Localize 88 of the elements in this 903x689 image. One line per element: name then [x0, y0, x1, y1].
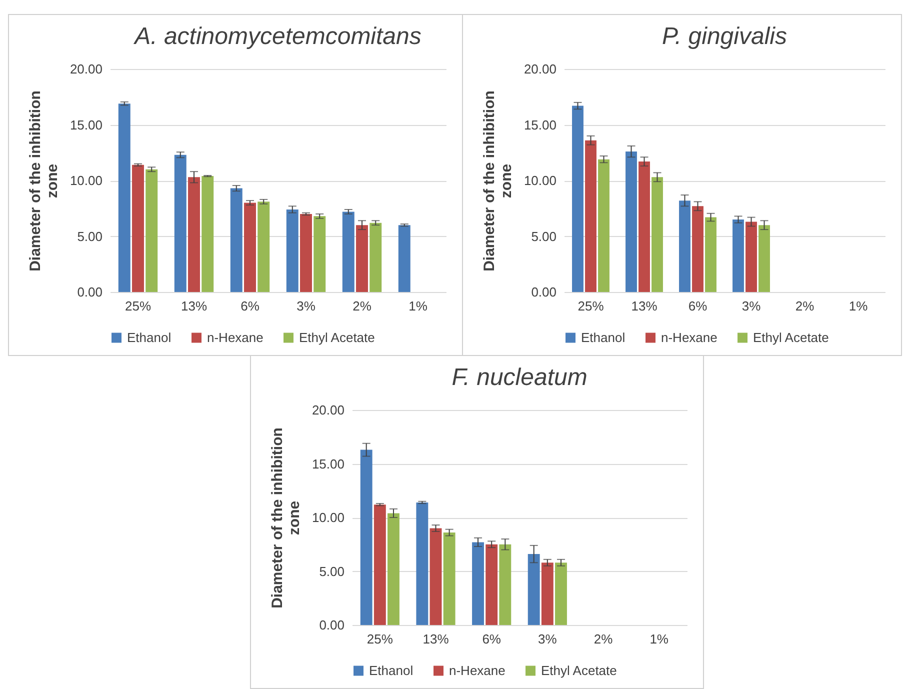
x-tick-label: 3%: [296, 298, 316, 314]
y-tick-label: 0.00: [319, 618, 344, 632]
bar: [705, 217, 716, 292]
bar: [132, 164, 144, 292]
bar: [652, 177, 663, 292]
x-tick-label: 1%: [408, 298, 428, 314]
x-tick-label: 2%: [352, 298, 372, 314]
bar: [174, 154, 186, 292]
y-tick-label: 20.00: [524, 62, 556, 76]
bar: [118, 104, 130, 292]
legend-label: n-Hexane: [207, 330, 264, 345]
x-tick-label: 6%: [688, 298, 708, 314]
x-tick-label: 6%: [482, 632, 502, 646]
bar: [499, 544, 512, 625]
bar: [146, 169, 158, 292]
bar: [300, 214, 312, 292]
y-tick-label: 15.00: [524, 117, 556, 132]
y-tick-label: 10.00: [312, 510, 344, 525]
bar: [416, 502, 428, 625]
y-tick-label: 10.00: [524, 173, 556, 188]
bar: [374, 504, 386, 625]
x-tick-label: 3%: [742, 298, 762, 314]
bar: [572, 106, 584, 292]
bar: [598, 159, 610, 292]
y-tick-label: 15.00: [70, 117, 102, 132]
bar: [486, 544, 498, 625]
y-tick-label: 20.00: [70, 62, 102, 76]
legend-label: n-Hexane: [661, 330, 718, 345]
y-tick-label: 20.00: [312, 402, 344, 418]
bar: [356, 225, 368, 292]
bar: [638, 162, 650, 292]
bar: [443, 532, 456, 625]
bar: [188, 177, 200, 292]
x-tick-label: 1%: [650, 632, 669, 646]
bar: [314, 216, 326, 292]
bar: [230, 188, 242, 292]
legend-label: Ethyl Acetate: [753, 330, 829, 345]
chart-title: F. nucleatum: [452, 364, 588, 391]
x-tick-label: 25%: [366, 632, 394, 646]
legend-label: Ethyl Acetate: [299, 330, 375, 345]
bar: [626, 152, 637, 292]
legend-label: Ethanol: [369, 662, 414, 678]
x-tick-label: 13%: [180, 298, 208, 314]
bar: [555, 562, 567, 625]
y-tick-label: 5.00: [531, 228, 556, 244]
y-axis-title: Diameter of the inhibition zone: [268, 428, 303, 608]
chart-title: A. actinomycetemcomitans: [132, 23, 422, 50]
bar: [541, 562, 554, 625]
bar: [758, 225, 770, 292]
y-tick-label: 0.00: [77, 284, 102, 300]
x-tick-label: 2%: [594, 632, 614, 646]
x-tick-label: 13%: [631, 298, 658, 314]
x-tick-label: 13%: [422, 632, 450, 646]
bar: [472, 542, 484, 625]
y-tick-label: 10.00: [70, 173, 102, 188]
bar: [746, 222, 757, 292]
y-tick-label: 5.00: [77, 228, 102, 244]
bar: [528, 554, 540, 625]
x-tick-label: 3%: [538, 632, 558, 646]
bar: [732, 220, 744, 292]
legend-label: Ethanol: [581, 330, 626, 345]
bar: [342, 212, 354, 292]
chart-title: P. gingivalis: [662, 23, 787, 50]
y-tick-label: 5.00: [319, 564, 344, 579]
x-tick-label: 6%: [240, 298, 260, 314]
bar: [679, 200, 690, 292]
legend-label: Ethanol: [127, 330, 172, 345]
bar: [370, 222, 382, 292]
bar: [692, 206, 704, 292]
y-axis-title: Diameter of the inhibition zone: [480, 90, 515, 272]
bar: [202, 176, 214, 292]
legend-label: n-Hexane: [449, 662, 506, 678]
x-tick-label: 25%: [124, 298, 152, 314]
bar: [388, 513, 400, 625]
y-axis-title: Diameter of the inhibition zone: [26, 90, 61, 272]
y-tick-label: 15.00: [312, 456, 344, 472]
x-tick-label: 2%: [795, 298, 815, 314]
bar: [258, 202, 270, 292]
legend-label: Ethyl Acetate: [541, 662, 617, 678]
x-tick-label: 1%: [848, 298, 868, 314]
bar: [286, 209, 298, 292]
x-tick-label: 25%: [578, 298, 604, 314]
bar: [244, 202, 256, 292]
bar: [430, 528, 442, 625]
bar: [398, 225, 410, 292]
bar: [360, 450, 372, 625]
y-tick-label: 0.00: [531, 284, 556, 300]
bar: [585, 140, 596, 292]
